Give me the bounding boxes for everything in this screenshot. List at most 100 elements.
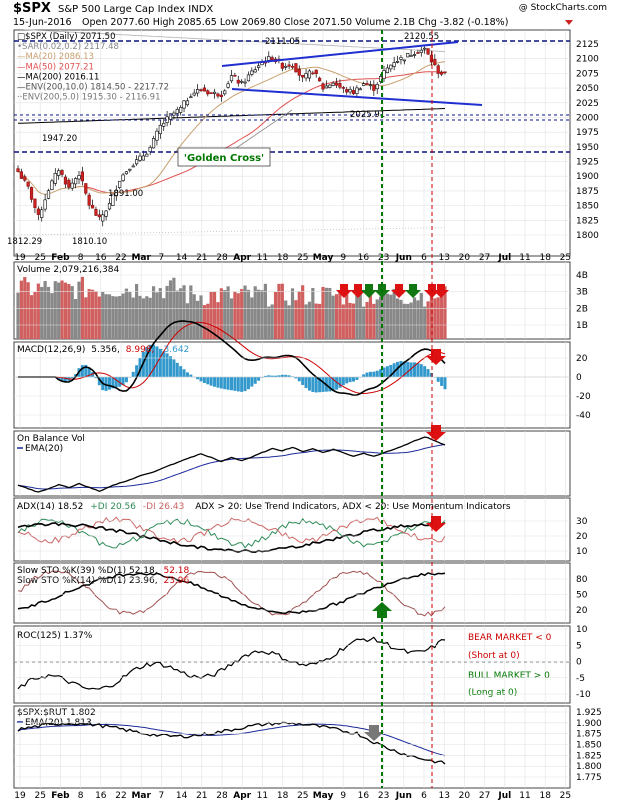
volume-bar [273, 291, 278, 339]
y-tick-label: 0 [576, 373, 582, 383]
macd-hist-bar [443, 377, 447, 390]
candle-body [202, 87, 206, 92]
candle-body [40, 209, 44, 218]
macd-hist-bar [219, 377, 223, 389]
candle-body [345, 89, 349, 93]
x-tick-label-top: 20 [459, 253, 471, 263]
volume-bar [321, 286, 325, 339]
volume-bar [148, 297, 152, 339]
y-tick-label: 2125 [576, 40, 599, 50]
volume-bar [168, 280, 173, 339]
volume-bar [77, 281, 81, 339]
candle-body [104, 210, 108, 217]
volume-bars [16, 276, 447, 339]
x-tick-label-top: 14 [176, 253, 188, 263]
volume-bar [304, 304, 308, 339]
candle-body [253, 69, 257, 73]
candle-body [162, 122, 166, 127]
obv-ema-line [17, 443, 446, 490]
x-tick-label-top: 18 [539, 253, 551, 263]
annot-2025: 2025.91 [350, 110, 385, 120]
candle-body [223, 90, 227, 95]
minus-di-legend: -DI 26.43 [143, 502, 184, 512]
ratio-legend: $SPX:$RUT 1.802 [17, 708, 96, 718]
x-tick-label-top: 25 [34, 253, 45, 263]
adx-sell-arrow-icon [426, 516, 446, 532]
macd-hist-bar [399, 361, 403, 377]
y-tick-label: 1.900 [576, 719, 602, 729]
macd-hist-bar [80, 365, 84, 377]
macd-hist-bar [314, 377, 318, 393]
candle-body [368, 84, 373, 87]
panel-frame [13, 29, 571, 257]
quote-line: Open 2077.60 High 2085.65 Low 2069.80 Cl… [82, 17, 508, 28]
macd-hist-bar [185, 372, 189, 377]
volume-bar [19, 280, 23, 339]
y-tick-label: 1.775 [576, 773, 602, 783]
price-legend-item: —MA(200) 2016.11 [17, 72, 99, 82]
macd-hist-bar [389, 365, 393, 377]
candle-body [311, 72, 315, 75]
x-tick-label-top: 16 [358, 253, 370, 263]
volume-bar [40, 286, 44, 339]
volume-bar [402, 303, 406, 339]
macd-hist-bar [182, 369, 186, 377]
candle-body [409, 55, 413, 57]
panel-frame [13, 430, 571, 497]
y-tick-label: 20 [576, 354, 588, 364]
ratio-ema-line [17, 723, 446, 757]
candle-body [57, 170, 61, 176]
y-tick-label: 2050 [576, 84, 599, 94]
volume-bar [277, 283, 281, 339]
candle-body [74, 178, 78, 185]
macd-histogram [16, 344, 447, 393]
volume-bar [294, 300, 298, 339]
candle-body [362, 83, 366, 86]
volume-bar [74, 298, 78, 339]
down-arrow-icon [565, 20, 573, 25]
volume-bar [57, 282, 61, 339]
sto39-legend: Slow STO %K(39) %D(1) 52.18, [17, 566, 158, 576]
golden-cross-label: 'Golden Cross' [184, 153, 264, 164]
x-tick-label-bottom: 9 [340, 791, 346, 800]
candle-body [60, 170, 64, 175]
macd-hist-bar [257, 377, 261, 381]
volume-bar [351, 303, 356, 339]
x-tick-label-top: May [313, 253, 334, 263]
candle-body [375, 84, 379, 90]
sto-legend-1: Slow STO %K(39) %D(1) 52.18, 52.18 [17, 566, 190, 576]
macd-hist-bar [284, 374, 288, 377]
candle-body [179, 107, 183, 113]
candle-body [158, 124, 162, 134]
y-tick-label: 80 [576, 575, 588, 585]
candle-body [257, 65, 261, 68]
candle-body [267, 56, 271, 61]
upper-trendline [221, 41, 459, 67]
macd-hist-bar [368, 371, 372, 377]
candle-body [365, 83, 369, 86]
obv-sell-arrow-icon [426, 425, 446, 441]
volume-bar [101, 291, 105, 339]
volume-bar [355, 287, 359, 339]
volume-bar [412, 297, 417, 339]
macd-hist-bar [121, 377, 125, 385]
x-tick-label-bottom: 25 [560, 791, 571, 800]
x-tick-label-top: 25 [297, 253, 308, 263]
volume-bar [392, 288, 396, 339]
volume-bar [182, 285, 186, 339]
ma50-line [68, 71, 446, 194]
candle-body [443, 71, 447, 74]
candle-body [196, 89, 200, 94]
macd-hist-bar [175, 362, 179, 377]
candle-body [141, 155, 145, 161]
candle-body [50, 180, 54, 190]
macd-hist-bar [60, 377, 64, 382]
adx-panel: ADX(14) 18.52 +DI 20.56 -DI 26.43 ADX > … [14, 502, 588, 557]
volume-bar [50, 293, 54, 339]
price-legend-item: ··ENV(200,5.0) 1915.30 - 2116.91 [17, 93, 161, 103]
candle-body [229, 75, 234, 82]
candle-body [43, 199, 47, 210]
macd-hist-bar [301, 377, 305, 385]
bull-market-note: (Long at 0) [468, 688, 517, 698]
candle-body [216, 93, 220, 97]
